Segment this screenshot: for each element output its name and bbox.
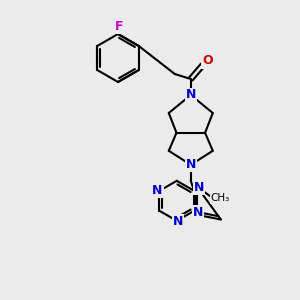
- Text: F: F: [115, 20, 123, 32]
- Text: CH₃: CH₃: [210, 193, 230, 203]
- Text: N: N: [193, 206, 203, 219]
- Text: N: N: [186, 158, 196, 171]
- Text: N: N: [152, 184, 163, 197]
- Text: N: N: [194, 181, 204, 194]
- Text: O: O: [202, 55, 213, 68]
- Text: N: N: [186, 88, 196, 101]
- Text: N: N: [172, 215, 183, 228]
